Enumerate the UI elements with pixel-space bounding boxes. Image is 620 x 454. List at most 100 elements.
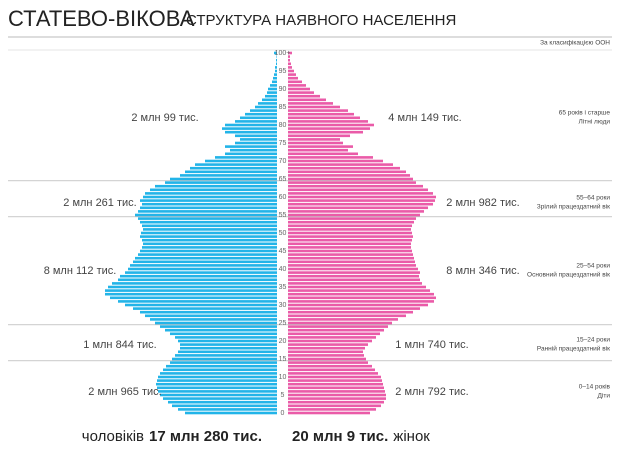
group-name: 0–14 років xyxy=(579,383,611,391)
bar xyxy=(168,400,277,404)
bar xyxy=(288,368,375,372)
bar xyxy=(275,69,277,73)
bar xyxy=(150,188,277,192)
men-group-total: 2 млн 965 тис. xyxy=(88,386,161,398)
group-description: Діти xyxy=(598,392,611,400)
bar xyxy=(288,224,412,228)
men-group-total: 1 млн 844 тис. xyxy=(83,339,156,351)
age-label: 55 xyxy=(279,212,287,219)
bar xyxy=(268,87,277,91)
bar xyxy=(288,404,381,408)
bar xyxy=(130,264,277,267)
chart-title: СТАТЕВО-ВІКОВА xyxy=(8,6,195,31)
bar xyxy=(288,310,413,314)
legend-women: 20 млн 9 тис. жінок xyxy=(292,428,430,445)
age-label: 15 xyxy=(279,356,287,363)
bar xyxy=(288,325,388,328)
bar xyxy=(288,84,306,87)
bar xyxy=(288,192,433,195)
bar xyxy=(288,282,422,285)
bar xyxy=(288,166,400,170)
bar xyxy=(138,217,277,220)
group-description: Ранній працездатний вік xyxy=(537,345,610,353)
bar xyxy=(163,397,277,400)
bar xyxy=(140,220,277,224)
group-description: Літні люди xyxy=(579,118,611,126)
bar xyxy=(105,292,277,296)
bar xyxy=(250,109,277,112)
bar xyxy=(240,138,277,141)
bar xyxy=(288,152,358,156)
bar xyxy=(178,408,277,411)
bar xyxy=(288,303,428,307)
bar xyxy=(288,228,411,231)
bar xyxy=(288,354,364,357)
bar xyxy=(245,112,277,116)
group-description: Основний працездатний вік xyxy=(527,271,610,279)
bar xyxy=(288,350,363,354)
bar xyxy=(140,249,277,253)
bar xyxy=(288,390,385,393)
bar xyxy=(288,91,314,94)
bar xyxy=(142,224,277,228)
bar xyxy=(180,346,277,350)
bar xyxy=(143,195,277,199)
age-label: 40 xyxy=(279,266,287,273)
bar xyxy=(235,120,277,123)
bar xyxy=(288,94,320,98)
bar xyxy=(140,206,277,210)
bar xyxy=(143,228,277,231)
bar xyxy=(288,411,370,415)
bar xyxy=(255,105,277,109)
bar xyxy=(165,328,277,332)
age-label: 30 xyxy=(279,302,287,309)
bar xyxy=(288,163,393,166)
bar xyxy=(288,130,363,134)
age-label: 90 xyxy=(279,86,287,93)
age-label: 20 xyxy=(279,338,287,345)
bar xyxy=(178,339,277,343)
bar xyxy=(140,199,277,202)
bar xyxy=(288,235,413,238)
bar xyxy=(274,51,277,55)
bar xyxy=(225,152,277,156)
age-label: 0 xyxy=(281,410,285,417)
age-label: 45 xyxy=(279,248,287,255)
legend-men-name: чоловіків xyxy=(82,428,144,445)
bar xyxy=(288,307,420,310)
bar xyxy=(145,314,277,318)
bar xyxy=(288,238,412,242)
bar xyxy=(288,112,354,116)
bar xyxy=(288,138,340,141)
group-name: 65 років і старше xyxy=(559,109,611,117)
age-label: 75 xyxy=(279,140,287,147)
bar xyxy=(288,213,420,217)
age-label: 85 xyxy=(279,104,287,111)
bar xyxy=(288,267,418,271)
bar xyxy=(288,328,384,332)
bar xyxy=(288,292,434,296)
bar xyxy=(288,195,436,199)
age-label: 70 xyxy=(279,158,287,165)
group-description: Зрілий працездатний вік xyxy=(537,203,610,211)
age-label: 65 xyxy=(279,176,287,183)
bar xyxy=(185,411,277,415)
bar xyxy=(288,318,398,321)
bar xyxy=(235,141,277,145)
age-label: 50 xyxy=(279,230,287,237)
bar xyxy=(141,231,277,235)
bar xyxy=(288,296,436,300)
bar xyxy=(155,321,277,325)
bar xyxy=(288,336,376,339)
bar xyxy=(166,364,277,368)
bar xyxy=(288,242,411,246)
bar xyxy=(157,379,277,382)
bar xyxy=(235,134,277,138)
bar xyxy=(288,148,348,152)
bar xyxy=(288,55,290,58)
age-label: 10 xyxy=(279,374,287,381)
bar xyxy=(288,170,406,174)
bar xyxy=(175,354,277,357)
group-name: 15–24 роки xyxy=(576,337,610,344)
